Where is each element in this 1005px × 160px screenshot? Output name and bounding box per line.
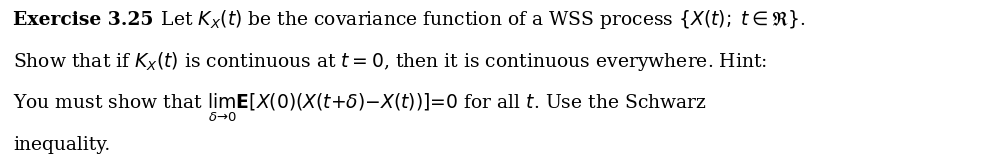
Text: Show that if $K_X(t)$ is continuous at $t = 0$, then it is continuous everywhere: Show that if $K_X(t)$ is continuous at $… (13, 50, 768, 73)
Text: Exercise 3.25: Exercise 3.25 (13, 11, 154, 29)
Text: inequality.: inequality. (13, 136, 111, 154)
Text: You must show that $\lim_{\delta \to 0}\mathbf{E}[X(0)(X(t+\delta) - X(t))] = 0$: You must show that $\lim_{\delta \to 0}\… (13, 92, 707, 124)
Text: Let $K_X(t)$ be the covariance function of a WSS process $\{X(t);\; t \in \mathf: Let $K_X(t)$ be the covariance function … (149, 8, 806, 31)
